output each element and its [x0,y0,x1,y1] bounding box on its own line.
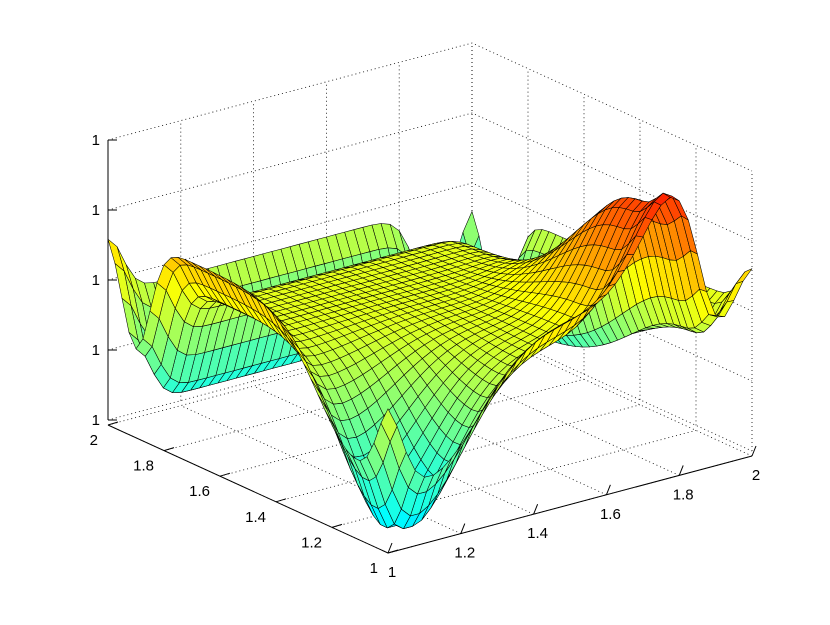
x-tick-label: 1 [388,564,396,581]
x-tick-label: 1.8 [673,486,694,503]
y-tick-mark [331,523,343,528]
floor-gridline-x [180,405,461,534]
y-tick-label: 1.8 [133,458,154,475]
x-tick-mark [605,484,611,495]
x-tick-mark [387,542,393,554]
wall-gridline-z [107,112,753,242]
y-tick-label: 1.2 [301,534,322,551]
y-tick-label: 1 [370,560,378,577]
y-tick-mark [163,447,175,452]
z-tick-label: 1 [92,412,100,429]
x-tick-label: 1.4 [527,525,548,542]
z-tick-label: 1 [92,342,100,359]
z-tick-label: 1 [92,202,100,219]
y-tick-mark [275,498,287,503]
y-tick-label: 2 [90,432,98,449]
x-tick-label: 2 [752,467,760,484]
y-axis-line [107,424,389,554]
z-tick-label: 1 [92,272,100,289]
x-tick-mark [751,445,757,457]
x-tick-label: 1.2 [454,545,475,562]
z-tick-label: 1 [92,132,100,149]
y-tick-mark [387,549,399,554]
wall-gridline-z [107,42,753,172]
y-tick-label: 1.4 [245,509,266,526]
x-tick-mark [533,504,539,515]
x-axis-line [387,455,753,554]
x-tick-label: 1.6 [600,506,621,523]
y-tick-mark [219,472,231,477]
axes [107,139,757,554]
surface-patch [380,408,398,442]
y-tick-mark [107,421,119,426]
x-tick-mark [460,523,466,534]
y-tick-label: 1.6 [189,483,210,500]
floor-gridline-y [107,327,473,426]
floor-gridline-y [331,430,697,528]
surface-patch [735,268,753,285]
x-tick-mark [678,465,684,476]
floor-gridline-x [253,385,534,515]
surface [107,192,753,529]
